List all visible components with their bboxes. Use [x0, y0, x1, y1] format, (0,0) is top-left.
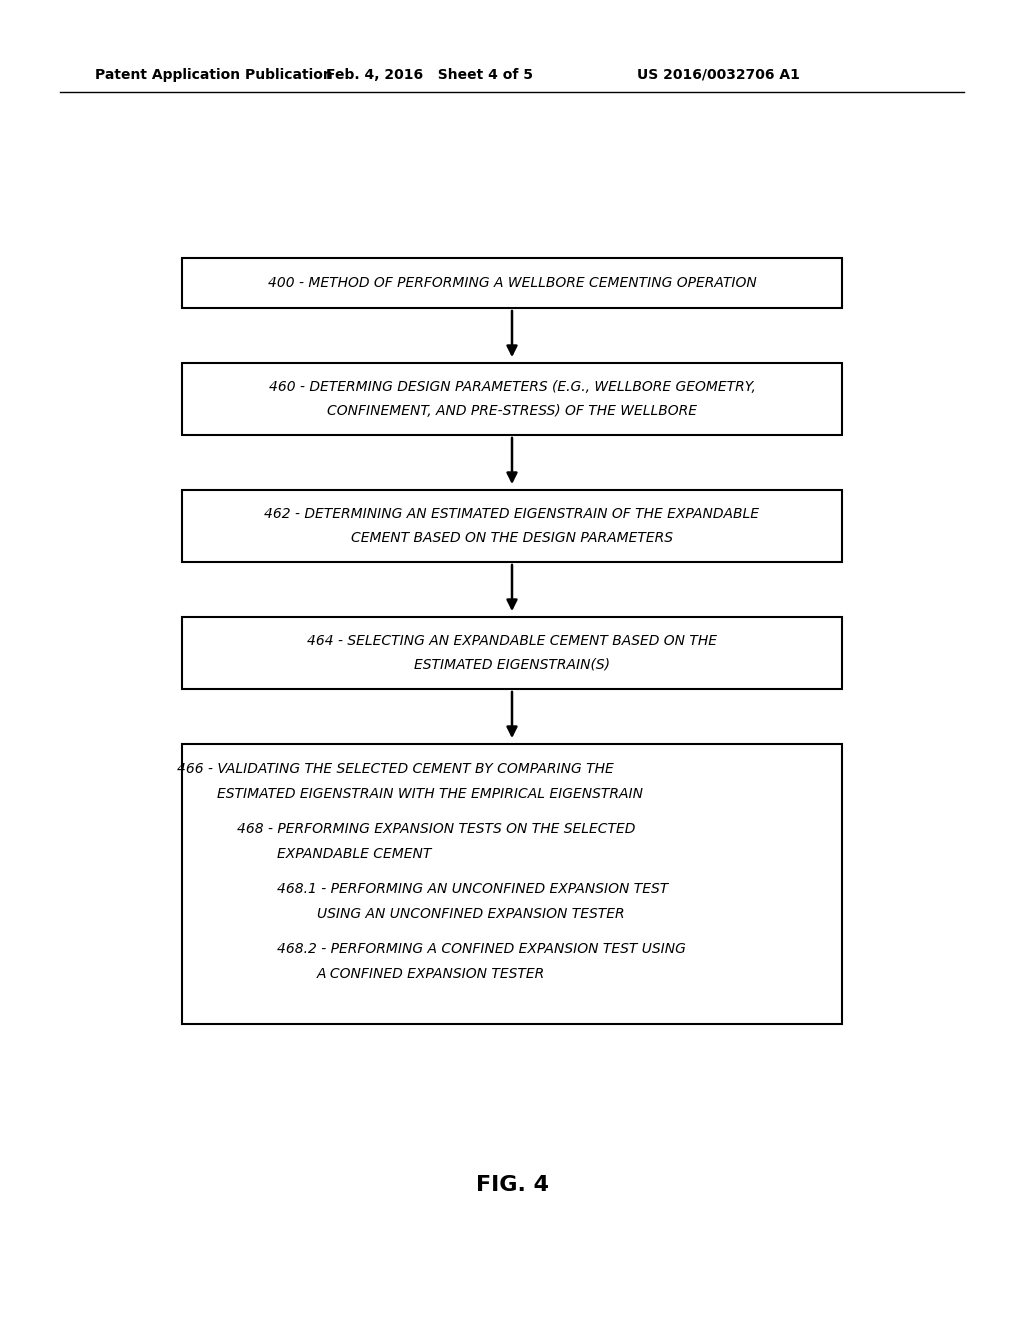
Bar [182, 490, 842, 562]
Text: EXPANDABLE CEMENT: EXPANDABLE CEMENT [278, 847, 431, 861]
Text: FIG. 4: FIG. 4 [475, 1175, 549, 1195]
Text: 462 - DETERMINING AN ESTIMATED EIGENSTRAIN OF THE EXPANDABLE: 462 - DETERMINING AN ESTIMATED EIGENSTRA… [264, 507, 760, 521]
Text: CEMENT BASED ON THE DESIGN PARAMETERS: CEMENT BASED ON THE DESIGN PARAMETERS [351, 531, 673, 545]
Text: US 2016/0032706 A1: US 2016/0032706 A1 [637, 69, 800, 82]
Text: 460 - DETERMING DESIGN PARAMETERS (E.G., WELLBORE GEOMETRY,: 460 - DETERMING DESIGN PARAMETERS (E.G.,… [268, 380, 756, 393]
Text: 468.2 - PERFORMING A CONFINED EXPANSION TEST USING: 468.2 - PERFORMING A CONFINED EXPANSION … [278, 942, 686, 956]
Text: Feb. 4, 2016   Sheet 4 of 5: Feb. 4, 2016 Sheet 4 of 5 [327, 69, 534, 82]
Bar [182, 363, 842, 436]
Text: ESTIMATED EIGENSTRAIN WITH THE EMPIRICAL EIGENSTRAIN: ESTIMATED EIGENSTRAIN WITH THE EMPIRICAL… [217, 787, 643, 801]
Text: CONFINEMENT, AND PRE-STRESS) OF THE WELLBORE: CONFINEMENT, AND PRE-STRESS) OF THE WELL… [327, 404, 697, 418]
Text: A CONFINED EXPANSION TESTER: A CONFINED EXPANSION TESTER [317, 968, 545, 981]
Text: USING AN UNCONFINED EXPANSION TESTER: USING AN UNCONFINED EXPANSION TESTER [317, 907, 625, 921]
Text: 464 - SELECTING AN EXPANDABLE CEMENT BASED ON THE: 464 - SELECTING AN EXPANDABLE CEMENT BAS… [307, 634, 717, 648]
Text: Patent Application Publication: Patent Application Publication [95, 69, 333, 82]
Text: ESTIMATED EIGENSTRAIN(S): ESTIMATED EIGENSTRAIN(S) [414, 657, 610, 672]
Bar [182, 257, 842, 308]
Text: 400 - METHOD OF PERFORMING A WELLBORE CEMENTING OPERATION: 400 - METHOD OF PERFORMING A WELLBORE CE… [267, 276, 757, 290]
Bar [182, 744, 842, 1024]
Text: 466 - VALIDATING THE SELECTED CEMENT BY COMPARING THE: 466 - VALIDATING THE SELECTED CEMENT BY … [177, 762, 613, 776]
Text: 468 - PERFORMING EXPANSION TESTS ON THE SELECTED: 468 - PERFORMING EXPANSION TESTS ON THE … [237, 822, 635, 836]
Text: 468.1 - PERFORMING AN UNCONFINED EXPANSION TEST: 468.1 - PERFORMING AN UNCONFINED EXPANSI… [278, 882, 669, 896]
Bar [182, 616, 842, 689]
